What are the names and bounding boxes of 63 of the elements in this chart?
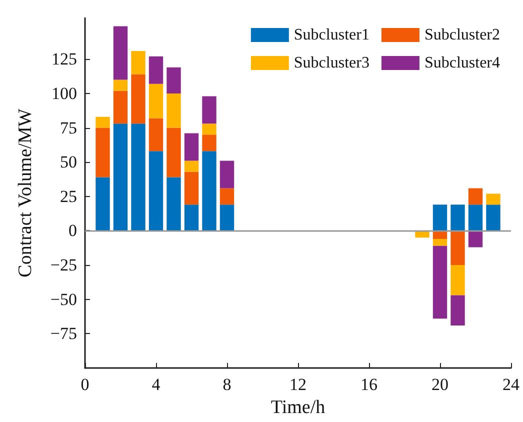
- y-tick-label: 75: [60, 118, 77, 138]
- bar: [166, 93, 181, 128]
- x-tick-label: 12: [290, 375, 306, 394]
- bar: [113, 124, 128, 231]
- bar: [220, 188, 234, 205]
- bar: [432, 204, 448, 231]
- bar: [131, 50, 146, 74]
- bar: [450, 265, 465, 296]
- x-axis-title: Time/h: [270, 397, 326, 418]
- legend-label: Subcluster1: [294, 26, 370, 44]
- y-tick-label: 25: [60, 186, 77, 206]
- y-tick-label: 0: [68, 221, 77, 240]
- bar: [184, 172, 199, 205]
- bar: [148, 84, 164, 118]
- bar: [486, 194, 500, 205]
- legend-label: Subcluster3: [294, 54, 370, 72]
- bar: [96, 177, 110, 231]
- bar: [468, 188, 483, 205]
- bar: [113, 90, 128, 124]
- bar: [202, 134, 216, 152]
- bar: [202, 151, 216, 231]
- bar: [96, 116, 110, 128]
- bar: [131, 74, 146, 124]
- bar: [450, 204, 465, 231]
- legend-label: Subcluster2: [424, 26, 500, 44]
- bar: [148, 56, 164, 84]
- x-tick-label: 16: [360, 375, 378, 394]
- bar: [148, 151, 164, 231]
- bar: [202, 96, 216, 124]
- y-tick-label: 100: [52, 84, 77, 103]
- x-tick-label: 0: [80, 375, 90, 394]
- bar: [166, 67, 181, 94]
- y-tick-label: −50: [50, 290, 77, 309]
- x-tick-label: 20: [432, 375, 448, 394]
- bar: [184, 133, 199, 161]
- bar: [432, 238, 448, 246]
- x-tick-label: 8: [222, 375, 232, 394]
- bar: [113, 26, 128, 80]
- bar: [468, 230, 483, 248]
- x-tick-label: 24: [502, 375, 520, 394]
- bar: [131, 124, 146, 231]
- y-tick-label: 125: [52, 50, 77, 69]
- bar: [184, 160, 199, 172]
- bar: [96, 128, 110, 178]
- bar: [184, 204, 199, 231]
- bar: [450, 230, 465, 266]
- y-tick-label: −75: [50, 324, 77, 344]
- bar: [432, 246, 448, 319]
- bar: [220, 204, 234, 231]
- y-tick-label: −25: [50, 256, 77, 275]
- legend-label: Subcluster4: [424, 54, 500, 72]
- bar: [450, 295, 465, 326]
- bar: [468, 204, 483, 231]
- bar: [220, 160, 234, 188]
- y-tick-label: 50: [60, 152, 77, 172]
- bar: [166, 128, 181, 178]
- bar: [166, 177, 181, 231]
- bar: [113, 80, 128, 91]
- y-axis-title: Contract Volume/MW: [15, 108, 36, 278]
- bar: [148, 118, 164, 152]
- bar: [486, 204, 500, 231]
- bar: [202, 124, 216, 135]
- x-tick-label: 4: [152, 375, 161, 394]
